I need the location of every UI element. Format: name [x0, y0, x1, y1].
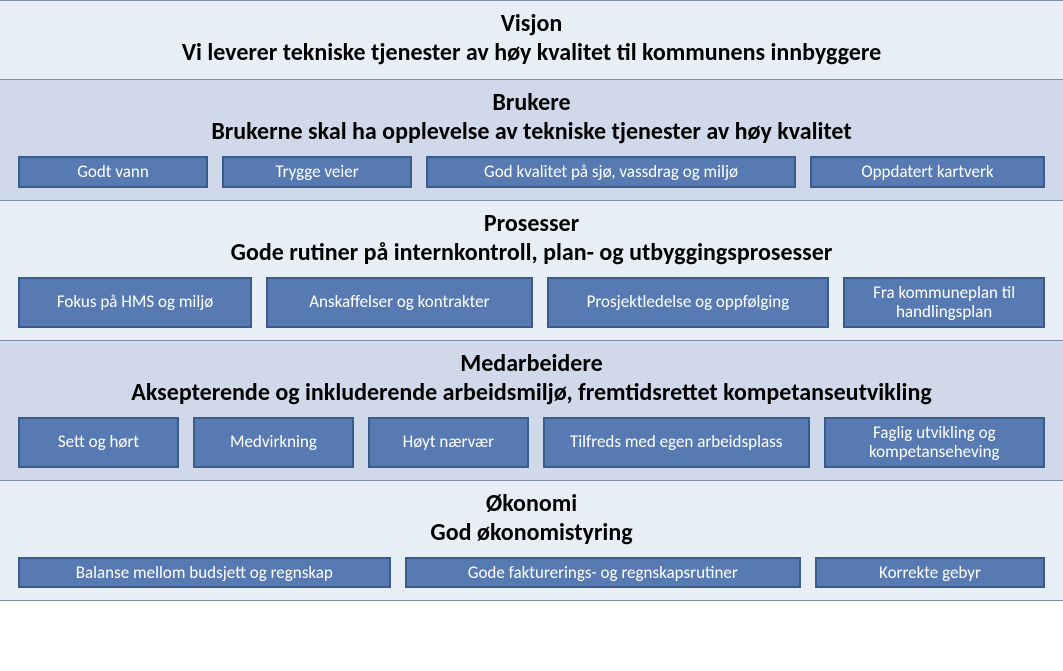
section-4: ØkonomiGod økonomistyring Balanse mellom …	[0, 481, 1063, 602]
strategy-box: Trygge veier	[222, 156, 412, 188]
strategy-box: Fokus på HMS og miljø	[18, 277, 252, 328]
strategy-diagram: VisjonVi leverer tekniske tjenester av h…	[0, 0, 1063, 601]
strategy-box: Fra kommuneplan til handlingsplan	[843, 277, 1045, 328]
strategy-box: Tilfreds med egen arbeidsplass	[543, 417, 810, 468]
strategy-box: Anskaffelser og kontrakter	[266, 277, 532, 328]
section-title: Prosesser	[0, 209, 1063, 238]
strategy-box: Høyt nærvær	[368, 417, 529, 468]
strategy-box: God kvalitet på sjø, vassdrag og miljø	[426, 156, 796, 188]
section-title: Medarbeidere	[0, 349, 1063, 378]
strategy-box: Medvirkning	[193, 417, 354, 468]
section-subtitle: Gode rutiner på internkontroll, plan- og…	[0, 238, 1063, 267]
section-2: ProsesserGode rutiner på internkontroll,…	[0, 201, 1063, 341]
box-row: Godt vann Trygge veier God kvalitet på sjø…	[0, 156, 1063, 188]
strategy-box: Balanse mellom budsjett og regnskap	[18, 557, 391, 589]
section-subtitle: Vi leverer tekniske tjenester av høy kva…	[0, 38, 1063, 67]
strategy-box: Sett og hørt	[18, 417, 179, 468]
section-title: Visjon	[0, 9, 1063, 38]
strategy-box: Oppdatert kartverk	[810, 156, 1045, 188]
box-row: Balanse mellom budsjett og regnskap Gode …	[0, 557, 1063, 589]
section-title: Brukere	[0, 88, 1063, 117]
section-1: BrukereBrukerne skal ha opplevelse av te…	[0, 80, 1063, 201]
section-subtitle: Brukerne skal ha opplevelse av tekniske …	[0, 117, 1063, 146]
strategy-box: Godt vann	[18, 156, 208, 188]
strategy-box: Faglig utvikling og kompetanseheving	[824, 417, 1045, 468]
strategy-box: Prosjektledelse og oppfølging	[547, 277, 830, 328]
section-subtitle: God økonomistyring	[0, 518, 1063, 547]
section-0: VisjonVi leverer tekniske tjenester av h…	[0, 0, 1063, 80]
strategy-box: Gode fakturerings- og regnskapsrutiner	[405, 557, 801, 589]
section-subtitle: Aksepterende og inkluderende arbeidsmilj…	[0, 378, 1063, 407]
box-row: Fokus på HMS og miljø Anskaffelser og kon…	[0, 277, 1063, 328]
section-title: Økonomi	[0, 489, 1063, 518]
strategy-box: Korrekte gebyr	[815, 557, 1045, 589]
section-3: MedarbeidereAksepterende og inkluderende…	[0, 341, 1063, 481]
box-row: Sett og hørt Medvirkning Høyt nærvær Tilfre…	[0, 417, 1063, 468]
